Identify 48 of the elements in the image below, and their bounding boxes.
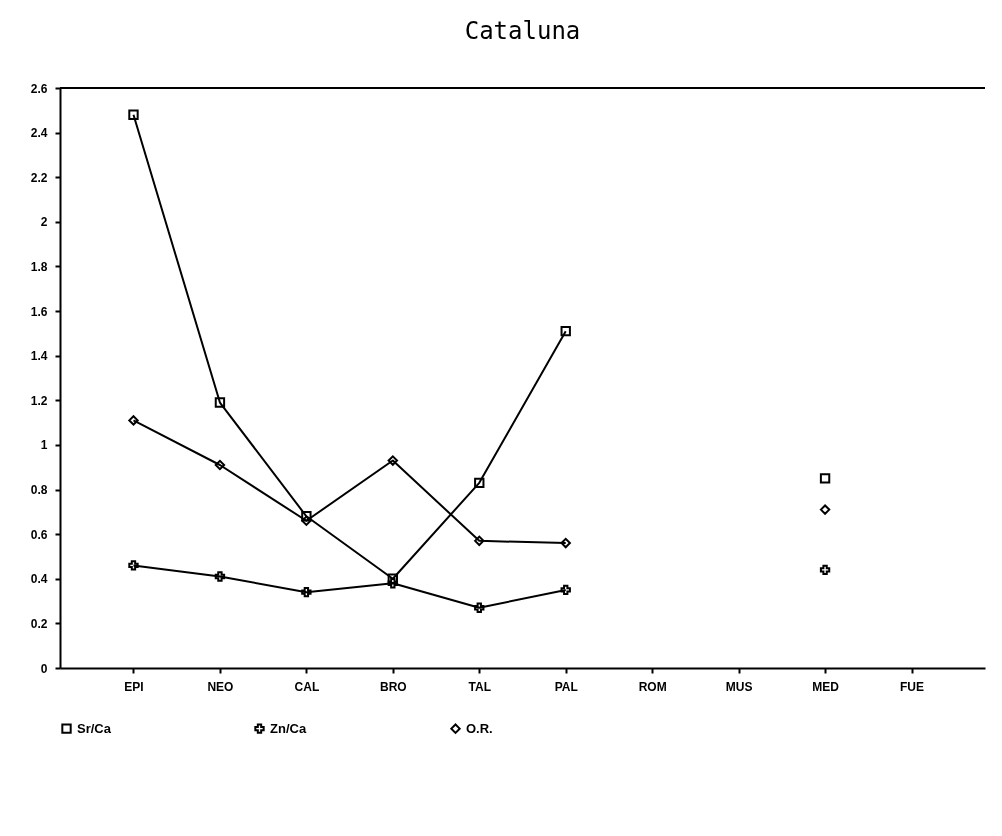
point — [819, 564, 831, 576]
point — [560, 325, 571, 337]
x-tick-label: TAL — [468, 679, 491, 694]
point — [474, 477, 485, 489]
legend-label: Sr/Ca — [77, 720, 112, 736]
point — [560, 537, 571, 549]
point — [214, 459, 226, 471]
y-tick-label: 1.4 — [30, 349, 48, 364]
point — [474, 602, 485, 613]
chart-title: Cataluna — [464, 17, 581, 45]
y-tick-label: 0 — [40, 661, 48, 676]
y-tick-label: 1.8 — [30, 259, 48, 274]
point — [128, 560, 139, 571]
point — [819, 504, 831, 515]
point — [214, 397, 226, 408]
legend-label: Zn/Ca — [270, 720, 307, 736]
y-tick-label: 2 — [40, 215, 48, 230]
point — [301, 586, 312, 598]
x-tick-label: PAL — [554, 679, 578, 694]
y-tick-label: 1.2 — [30, 393, 48, 408]
point — [128, 109, 139, 120]
point — [819, 473, 831, 484]
x-tick-label: CAL — [294, 679, 320, 694]
y-tick-label: 0.6 — [30, 527, 48, 542]
y-tick-label: 2.2 — [30, 170, 48, 185]
point — [387, 455, 399, 466]
y-tick-label: 1.6 — [30, 304, 48, 319]
x-tick-label: EPI — [124, 679, 144, 694]
point — [387, 578, 399, 589]
y-tick-label: 0.8 — [30, 483, 48, 498]
point — [387, 573, 399, 584]
x-tick-label: NEO — [207, 679, 234, 694]
y-tick-label: 0.4 — [30, 572, 48, 587]
legend-label: O.R. — [466, 720, 493, 736]
x-tick-label: MED — [812, 679, 840, 694]
x-tick-label: FUE — [900, 679, 925, 694]
point — [301, 511, 312, 522]
y-tick-label: 1 — [40, 438, 48, 453]
x-tick-label: ROM — [638, 679, 667, 694]
x-tick-label: MUS — [725, 679, 753, 694]
point — [560, 584, 571, 596]
y-tick-label: 0.2 — [30, 616, 48, 631]
point — [128, 415, 139, 426]
y-tick-label: 2.6 — [30, 81, 48, 96]
y-tick-label: 2.4 — [30, 126, 48, 141]
point — [214, 571, 226, 582]
x-tick-label: BRO — [379, 679, 407, 694]
point — [474, 535, 485, 547]
